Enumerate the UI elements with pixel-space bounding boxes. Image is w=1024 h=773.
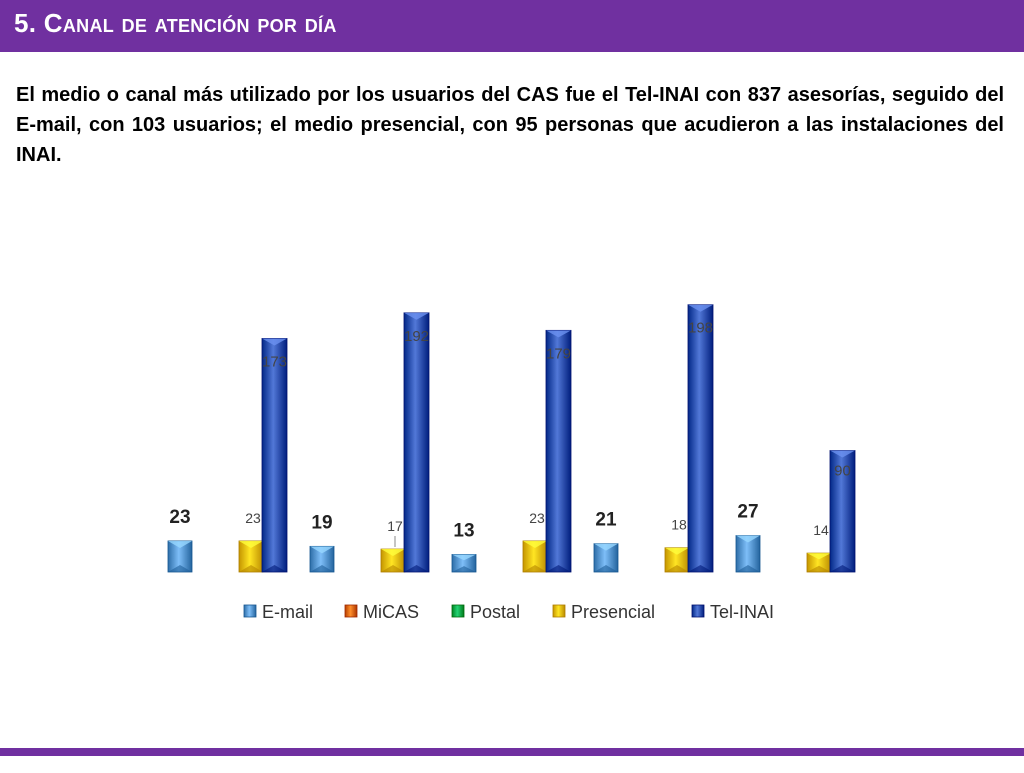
bar-presencial-5 [806,552,832,573]
bar-telinai-4 [687,304,714,573]
data-label-presencial-1: 23 [245,510,261,526]
data-label-telinai-2: 192 [404,328,429,345]
data-label-telinai-3: 179 [546,345,571,362]
bar-presencial-4 [664,547,690,573]
bar-telinai-3 [545,329,572,573]
legend-item-micas: MiCAS [344,602,419,622]
data-label-presencial-4: 18 [671,517,687,533]
legend-item-presencial: Presencial [552,602,655,622]
bar-email-2 [309,545,335,573]
data-label-presencial-3: 23 [529,510,545,526]
footer-bar [0,748,1024,756]
data-label-email-3: 13 [453,520,474,541]
data-label-email-2: 19 [311,512,332,533]
bar-presencial-1 [238,540,264,573]
bar-email-5 [735,535,761,573]
legend-item-email: E-mail [243,602,313,622]
bar-presencial-3 [522,540,548,573]
bar-telinai-1 [261,338,288,573]
legend-item-postal: Postal [451,602,520,622]
legend-swatch [344,604,358,618]
bar-email-1 [167,540,193,573]
legend-swatch [451,604,465,618]
legend-label: Tel-INAI [710,602,774,622]
header-bar [0,0,1024,52]
legend-label: E-mail [262,602,313,622]
page-title: 5. Canal de atención por día [14,8,337,38]
legend-item-telinai: Tel-INAI [691,602,774,622]
legend-swatch [691,604,705,618]
bars-layer [167,304,856,573]
bar-presencial-2 [380,548,406,573]
legend: E-mail MiCAS Postal Presencial Tel-INAI [243,602,774,622]
bar-email-4 [593,543,619,573]
data-label-email-1: 23 [169,507,190,528]
legend-label: Postal [470,602,520,622]
data-label-telinai-5: 90 [834,463,851,480]
legend-swatch [243,604,257,618]
legend-swatch [552,604,566,618]
data-label-telinai-1: 173 [262,353,287,370]
legend-label: Presencial [571,602,655,622]
bar-email-3 [451,554,477,573]
legend-label: MiCAS [363,602,419,622]
bar-telinai-2 [403,312,430,573]
intro-paragraph: El medio o canal más utilizado por los u… [16,84,1004,166]
data-label-presencial-2: 17 [387,518,403,534]
data-label-presencial-5: 14 [813,522,829,538]
data-label-email-5: 27 [737,502,758,523]
labels-layer: 23 19 13 21 27 23 17 23 18 14 173 192 179 198 90 [169,320,851,548]
bar-telinai-5 [829,450,856,573]
data-label-email-4: 21 [595,510,617,531]
data-label-telinai-4: 198 [688,320,713,337]
